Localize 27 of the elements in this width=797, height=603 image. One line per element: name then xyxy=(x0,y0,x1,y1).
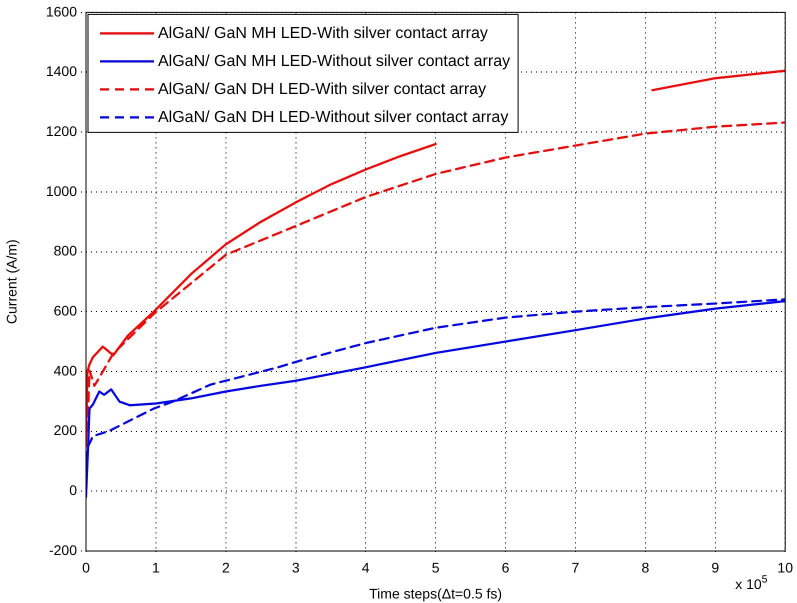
y-tick-label: 1400 xyxy=(46,63,78,80)
legend-label: AlGaN/ GaN MH LED-Without silver contact array xyxy=(158,52,510,70)
y-tick-label: 1600 xyxy=(46,3,78,20)
x-tick-label: 7 xyxy=(572,559,580,576)
x-axis-title: Time steps(Δt=0.5 fs) xyxy=(369,585,502,602)
x-tick-label: 5 xyxy=(432,559,440,576)
x-tick-label: 4 xyxy=(362,559,370,576)
y-tick-label: 800 xyxy=(54,242,78,259)
y-tick-label: -200 xyxy=(48,542,78,558)
y-tick-label: 600 xyxy=(54,302,78,318)
y-axis-title: Current (A/m) xyxy=(3,239,20,324)
x-tick-label: 6 xyxy=(502,559,510,576)
x-tick-label: 3 xyxy=(292,559,300,576)
y-tick-label: 200 xyxy=(54,422,78,438)
y-tick-label: 400 xyxy=(54,362,78,378)
x-tick-label: 10 xyxy=(777,559,794,576)
legend-label: AlGaN/ GaN MH LED-With silver contact array xyxy=(158,24,488,42)
y-tick-label: 1200 xyxy=(46,122,78,139)
x-tick-label: 8 xyxy=(641,559,650,576)
legend-label: AlGaN/ GaN DH LED-Without silver contact array xyxy=(158,108,508,126)
x-tick-label: 9 xyxy=(711,559,720,576)
x-tick-label: 1 xyxy=(152,559,160,576)
x-tick-label: 2 xyxy=(222,559,230,576)
y-tick-label: 0 xyxy=(69,482,78,498)
x-tick-label: 0 xyxy=(82,559,90,576)
y-tick-label: 1000 xyxy=(46,182,78,199)
legend-label: AlGaN/ GaN DH LED-With silver contact array xyxy=(158,80,486,98)
